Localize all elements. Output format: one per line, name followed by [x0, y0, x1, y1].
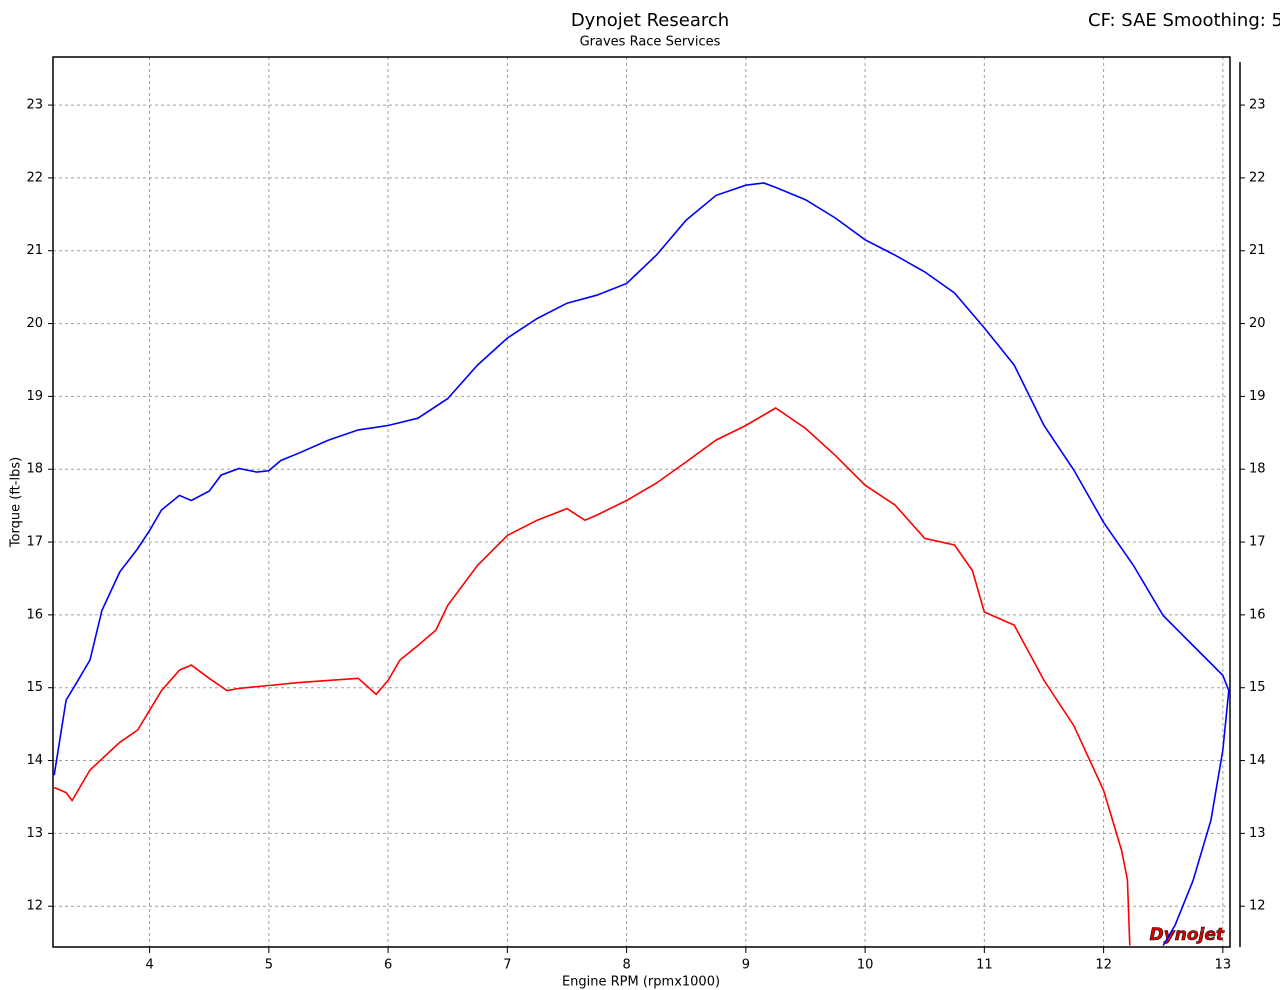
y2-tick-label: 20	[1249, 316, 1266, 331]
torque-line	[53, 407, 1131, 946]
y-tick-label: 15	[26, 680, 43, 695]
x-tick-label: 8	[622, 958, 630, 973]
y-tick-label: 16	[26, 607, 43, 622]
x-tick-label: 10	[857, 958, 874, 973]
y2-tick-label: 21	[1249, 243, 1266, 258]
y-tick-label: 18	[26, 462, 43, 477]
y-tick-label: 23	[26, 98, 43, 113]
settings-annotation: CF: SAE Smoothing: 5	[1088, 10, 1280, 31]
logo: Dynojet	[1150, 925, 1225, 945]
x-tick-label: 11	[976, 958, 993, 973]
y-tick-label: 13	[26, 826, 43, 841]
chart-subtitle: Graves Race Services	[580, 35, 721, 50]
y2-tick-label: 17	[1249, 535, 1266, 550]
y2-tick-label: 22	[1249, 170, 1266, 185]
x-tick-label: 13	[1215, 958, 1232, 973]
y2-tick-label: 14	[1249, 753, 1266, 768]
y2-tick-label: 15	[1249, 680, 1266, 695]
y-tick-label: 14	[26, 753, 43, 768]
x-tick-label: 9	[742, 958, 750, 973]
y-tick-label: 21	[26, 243, 43, 258]
y2-tick-label: 18	[1249, 462, 1266, 477]
torque-line	[53, 182, 1230, 946]
x-tick-label: 7	[503, 958, 511, 973]
y-tick-label: 12	[26, 899, 43, 914]
y-axis-label: Torque (ft-lbs)	[9, 457, 24, 548]
y2-tick-label: 12	[1249, 899, 1266, 914]
x-axis-label: Engine RPM (rpmx1000)	[562, 975, 720, 990]
y-tick-label: 19	[26, 389, 43, 404]
x-tick-label: 4	[145, 958, 153, 973]
chart-title: Dynojet Research	[571, 10, 729, 31]
x-tick-label: 5	[265, 958, 273, 973]
y2-tick-label: 23	[1249, 98, 1266, 113]
y-tick-label: 17	[26, 535, 43, 550]
x-tick-label: 6	[384, 958, 392, 973]
plot-frame	[52, 56, 1231, 948]
y2-tick-label: 13	[1249, 826, 1266, 841]
x-tick-label: 12	[1095, 958, 1112, 973]
y2-tick-label: 16	[1249, 607, 1266, 622]
y2-tick-label: 19	[1249, 389, 1266, 404]
y-tick-label: 22	[26, 170, 43, 185]
plot-area	[53, 182, 1230, 946]
y-tick-label: 20	[26, 316, 43, 331]
